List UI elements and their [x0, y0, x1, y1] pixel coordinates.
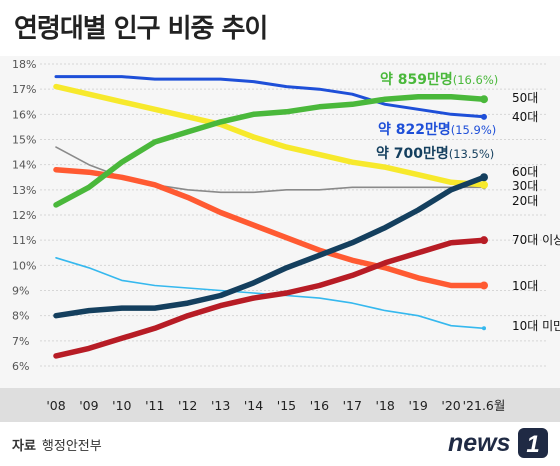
x-axis-band: [0, 388, 560, 422]
x-tick-label: '21.6월: [463, 398, 506, 413]
news1-logo: news 1: [448, 428, 548, 458]
annotation-amount: 약 859만명: [380, 71, 453, 88]
x-tick-label: '12: [178, 398, 197, 413]
series-end-point-50대: [480, 95, 488, 104]
series-line-50대: [53, 93, 487, 208]
series-end-point-10대미만: [482, 326, 486, 331]
series-end-point-40대: [481, 113, 487, 120]
y-tick-label: 8%: [12, 310, 29, 323]
y-tick-label: 15%: [12, 134, 36, 147]
annotation-amount: 약 700만명: [376, 145, 449, 162]
annotation-40대: 약 822만명(15.9%): [378, 121, 496, 138]
y-tick-label: 18%: [12, 58, 36, 71]
y-tick-label: 11%: [12, 234, 36, 247]
series-line-40대: [54, 75, 486, 119]
x-tick-label: '11: [145, 398, 164, 413]
y-tick-label: 9%: [12, 285, 29, 298]
x-tick-label: '09: [79, 398, 98, 413]
x-tick-label: '20: [441, 398, 460, 413]
y-tick-label: 6%: [12, 360, 29, 373]
annotation-percent: (16.6%): [453, 73, 499, 87]
y-tick-label: 16%: [12, 108, 36, 121]
series-end-label: 50대: [512, 91, 538, 105]
series-end-label: 20대: [512, 194, 538, 208]
annotation-percent: (13.5%): [449, 147, 495, 161]
y-tick-label: 14%: [12, 159, 36, 172]
series-end-point-70대이상: [480, 236, 488, 245]
x-tick-label: '08: [46, 398, 65, 413]
series-end-label: 40대: [512, 110, 538, 124]
series-end-point-60대: [480, 173, 488, 182]
logo-wordmark: news: [448, 429, 511, 457]
x-tick-label: '17: [343, 398, 362, 413]
y-tick-label: 17%: [12, 83, 36, 96]
x-tick-label: '13: [211, 398, 230, 413]
series-line-10대: [53, 166, 487, 289]
source-value: 행정안전부: [41, 439, 102, 454]
annotation-percent: (15.9%): [451, 123, 497, 137]
page-title: 연령대별 인구 비중 추이: [14, 14, 268, 44]
x-tick-label: '10: [112, 398, 131, 413]
series-end-label: 10대 미만: [512, 319, 560, 333]
logo-mark-bg: [518, 428, 548, 458]
series-line-60대: [53, 174, 487, 319]
series-end-label: 70대 이상: [512, 233, 560, 247]
y-tick-label: 7%: [12, 335, 29, 348]
y-tick-label: 12%: [12, 209, 36, 222]
x-tick-label: '18: [376, 398, 395, 413]
x-tick-label: '16: [310, 398, 329, 413]
y-tick-label: 10%: [12, 259, 36, 272]
y-tick-label: 13%: [12, 184, 36, 197]
series-line-70대이상: [53, 237, 487, 359]
series-end-label: 60대: [512, 165, 538, 179]
annotation-60대: 약 700만명(13.5%): [376, 145, 494, 162]
annotation-amount: 약 822만명: [378, 121, 451, 138]
series-end-point-10대: [480, 281, 488, 290]
series-end-label: 10대: [512, 279, 538, 293]
x-tick-label: '15: [277, 398, 296, 413]
source-note: 자료 행정안전부: [12, 435, 102, 454]
series-line-30대: [53, 83, 487, 188]
x-tick-label: '19: [408, 398, 427, 413]
annotation-50대: 약 859만명(16.6%): [380, 71, 498, 88]
x-tick-label: '14: [244, 398, 263, 413]
series-end-label: 30대: [512, 179, 538, 193]
series-end-point-30대: [480, 180, 488, 189]
source-label: 자료: [12, 439, 36, 454]
logo-mark: 1: [526, 431, 539, 458]
